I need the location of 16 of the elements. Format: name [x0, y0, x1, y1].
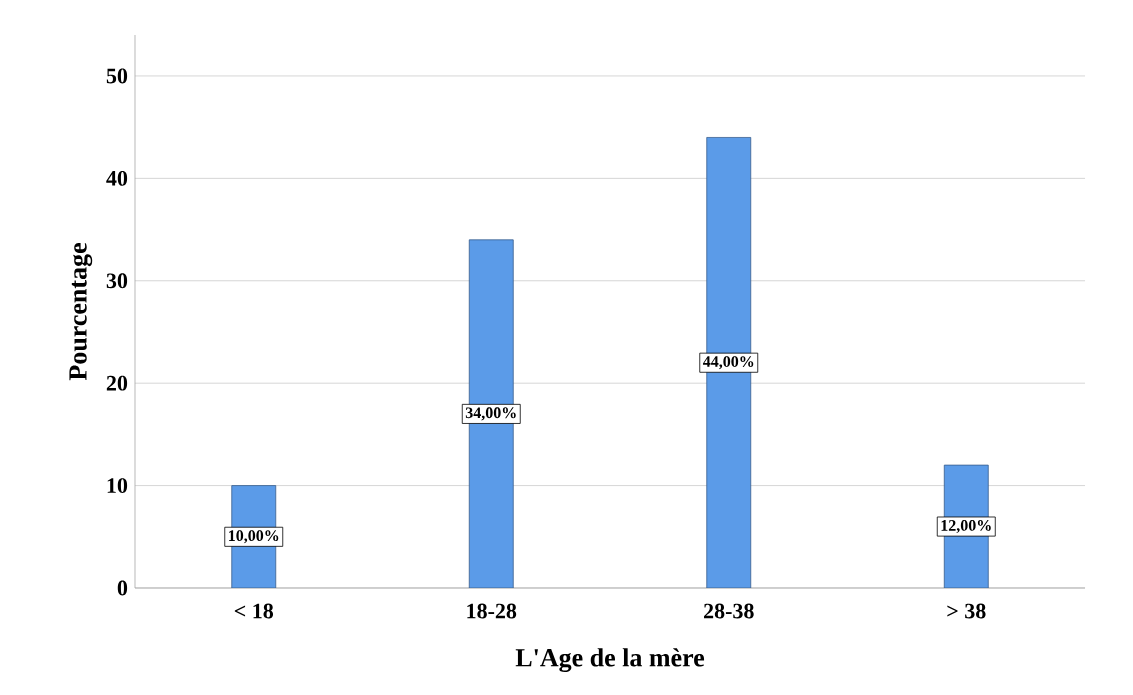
x-tick-label: < 18	[234, 603, 274, 619]
data-label: 34,00%	[465, 407, 516, 421]
data-label: 10,00%	[229, 530, 279, 544]
data-label: 44,00%	[702, 356, 754, 370]
x-tick-label: 28-38	[704, 603, 754, 619]
y-axis-title: Pourcentage	[69, 243, 93, 381]
y-tick-label: 50	[106, 68, 128, 84]
x-tick-label: > 38	[947, 603, 986, 619]
data-label: 12,00%	[941, 520, 991, 534]
x-axis-title: L'Age de la mère	[515, 648, 705, 672]
x-tick-label: 18-28	[467, 603, 517, 619]
y-tick-label: 0	[117, 580, 128, 596]
y-tick-label: 20	[106, 375, 128, 391]
y-tick-label: 10	[107, 478, 128, 494]
y-tick-label: 30	[106, 273, 128, 289]
y-tick-label: 40	[106, 170, 128, 186]
